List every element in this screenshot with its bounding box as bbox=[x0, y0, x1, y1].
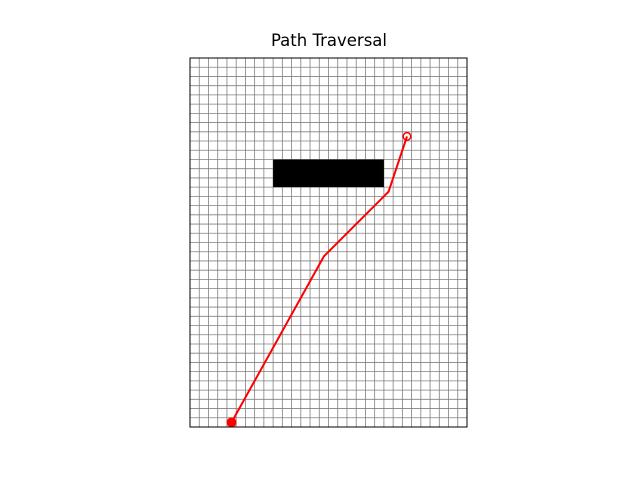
start-marker bbox=[226, 417, 237, 428]
grid bbox=[190, 58, 467, 427]
obstacle-layer bbox=[273, 159, 384, 188]
goal-marker bbox=[402, 131, 412, 141]
path-layer bbox=[230, 136, 408, 423]
obstacle-block bbox=[273, 159, 384, 188]
marker-layer bbox=[226, 131, 412, 428]
chart-title: Path Traversal bbox=[270, 31, 388, 50]
path-line bbox=[230, 136, 408, 423]
plot-frame bbox=[189, 57, 468, 428]
